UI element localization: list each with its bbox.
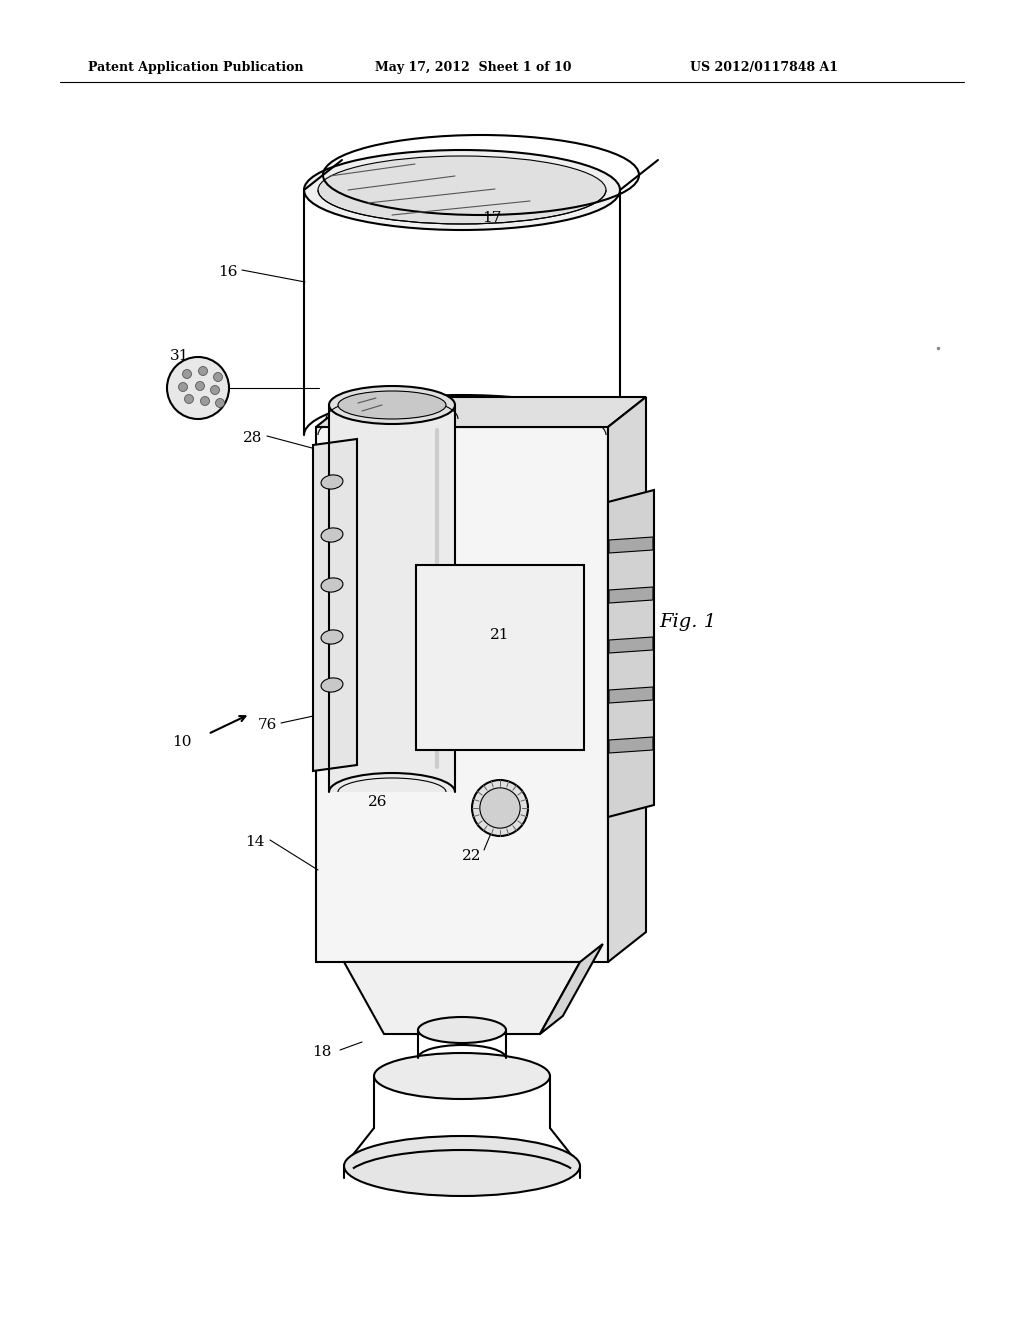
Ellipse shape <box>418 1016 506 1043</box>
Text: 14: 14 <box>246 836 265 849</box>
Text: 22: 22 <box>462 849 481 863</box>
Circle shape <box>480 788 520 828</box>
Polygon shape <box>316 426 608 962</box>
Text: Fig. 1: Fig. 1 <box>659 612 717 631</box>
Circle shape <box>211 385 219 395</box>
Ellipse shape <box>318 156 606 224</box>
Ellipse shape <box>338 391 446 418</box>
Ellipse shape <box>322 630 343 644</box>
Ellipse shape <box>304 150 620 230</box>
Circle shape <box>472 780 528 836</box>
Ellipse shape <box>344 1137 580 1196</box>
Ellipse shape <box>329 385 455 424</box>
Circle shape <box>215 399 224 408</box>
Ellipse shape <box>322 578 343 593</box>
Circle shape <box>184 395 194 404</box>
Text: 76: 76 <box>257 718 276 733</box>
Text: 21: 21 <box>490 628 510 643</box>
Text: Patent Application Publication: Patent Application Publication <box>88 62 303 74</box>
Polygon shape <box>609 686 653 704</box>
Text: 26: 26 <box>369 795 388 809</box>
Text: 31: 31 <box>170 348 189 363</box>
Circle shape <box>167 356 229 418</box>
Polygon shape <box>316 397 646 426</box>
Text: 10: 10 <box>172 735 191 748</box>
Polygon shape <box>608 490 654 817</box>
Polygon shape <box>313 440 357 771</box>
Text: 16: 16 <box>218 265 238 279</box>
Text: 12: 12 <box>629 717 648 731</box>
Polygon shape <box>609 587 653 603</box>
Bar <box>416 565 584 750</box>
Text: 28: 28 <box>244 432 263 445</box>
Polygon shape <box>329 405 455 792</box>
Text: May 17, 2012  Sheet 1 of 10: May 17, 2012 Sheet 1 of 10 <box>375 62 571 74</box>
Circle shape <box>199 367 208 375</box>
Text: 17: 17 <box>482 211 502 224</box>
Ellipse shape <box>322 475 343 490</box>
Circle shape <box>201 396 210 405</box>
Circle shape <box>213 372 222 381</box>
Ellipse shape <box>322 528 343 543</box>
Polygon shape <box>608 397 646 962</box>
Text: US 2012/0117848 A1: US 2012/0117848 A1 <box>690 62 838 74</box>
Ellipse shape <box>374 1053 550 1100</box>
Polygon shape <box>609 537 653 553</box>
Text: 18: 18 <box>312 1045 332 1059</box>
Circle shape <box>182 370 191 379</box>
Circle shape <box>196 381 205 391</box>
Polygon shape <box>540 944 603 1034</box>
Polygon shape <box>609 737 653 752</box>
Circle shape <box>178 383 187 392</box>
Polygon shape <box>609 638 653 653</box>
Ellipse shape <box>322 678 343 692</box>
Polygon shape <box>344 962 580 1034</box>
